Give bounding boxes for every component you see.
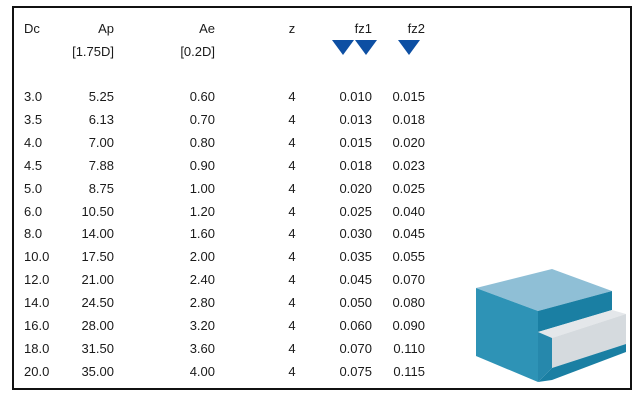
- table-cell-ae: 2.00: [189, 249, 215, 265]
- table-cell-dc: 20.0: [24, 363, 50, 379]
- table-cell-ae: 0.60: [189, 89, 215, 104]
- table-cell-fz2: 0.110: [393, 340, 425, 356]
- block-front-face: [476, 288, 538, 382]
- down-triangle-icon: [355, 40, 377, 55]
- table-cell-dc: 10.0: [24, 249, 50, 265]
- table-cell-fz2: 0.115: [393, 363, 425, 379]
- header-fz1: fz1: [354, 21, 372, 36]
- header-ap: Ap: [98, 21, 114, 36]
- header-fz2: fz2: [407, 21, 425, 36]
- table-cell-ap: 28.00: [81, 318, 114, 333]
- table-cell-fz2: 0.080: [392, 295, 425, 311]
- table-cell-ap: 6.13: [88, 111, 114, 127]
- table-cell-dc: 14.0: [24, 295, 50, 311]
- step-riser-face: [552, 314, 626, 368]
- table-cell-dc: 12.0: [24, 272, 50, 288]
- table-cell-fz2: 0.055: [392, 249, 425, 265]
- table-cell-fz2: 0.090: [392, 318, 425, 333]
- table-cell-fz1: 0.045: [339, 272, 372, 288]
- table-cell-ae: 1.60: [189, 226, 215, 242]
- table-cell-ae: 4.00: [189, 363, 215, 379]
- table-cell-z: 4: [288, 111, 296, 127]
- table-cell-z: 4: [288, 318, 296, 333]
- table-cell-ap: 35.00: [81, 363, 114, 379]
- table-cell-dc: 8.0: [24, 226, 43, 242]
- table-cell-dc: 6.0: [24, 203, 43, 219]
- table-cell-fz1: 0.025: [339, 203, 372, 219]
- table-cell-dc: 18.0: [24, 340, 50, 356]
- table-cell-ae: 0.70: [189, 111, 215, 127]
- table-cell-ap: 8.75: [88, 180, 114, 196]
- table-cell-z: 4: [288, 89, 296, 104]
- table-cell-ae: 1.00: [189, 180, 215, 196]
- table-cell-ae: 2.40: [189, 272, 215, 288]
- table-cell-fz2: 0.040: [392, 203, 425, 219]
- block-base-edge: [538, 344, 626, 382]
- header-dc: Dc: [24, 21, 40, 36]
- table-cell-ae: 0.90: [189, 157, 215, 173]
- table-cell-dc: 3.5: [24, 111, 43, 127]
- table-cell-ae: 0.80: [189, 134, 215, 150]
- table-cell-ap: 5.25: [88, 89, 114, 104]
- table-cell-fz2: 0.023: [392, 157, 425, 173]
- table-cell-fz1: 0.070: [339, 340, 372, 356]
- table-cell-z: 4: [288, 226, 296, 242]
- table-cell-dc: 16.0: [24, 318, 50, 333]
- table-cell-z: 4: [288, 340, 296, 356]
- table-cell-fz1: 0.018: [339, 157, 372, 173]
- table-cell-z: 4: [288, 295, 296, 311]
- stepped-block-illustration: [476, 269, 626, 382]
- table-cell-dc: 4.0: [24, 134, 43, 150]
- table-cell-ap: 14.00: [81, 226, 114, 242]
- table-cell-z: 4: [288, 180, 296, 196]
- down-triangle-icon: [398, 40, 420, 55]
- header-z: z: [288, 21, 296, 36]
- block-step-wall: [538, 291, 612, 332]
- table-cell-fz1: 0.060: [339, 318, 372, 333]
- table-cell-fz1: 0.010: [339, 89, 372, 104]
- table-cell-ae: 1.20: [189, 203, 215, 219]
- table-cell-fz1: 0.030: [339, 226, 372, 242]
- down-triangle-icon: [332, 40, 354, 55]
- table-cell-fz1: 0.013: [339, 111, 372, 127]
- table-cell-fz1: 0.050: [339, 295, 372, 311]
- table-cell-ap: 24.50: [81, 295, 114, 311]
- table-cell-z: 4: [288, 363, 296, 379]
- table-cell-fz2: 0.015: [392, 89, 425, 104]
- header-ap-formula: [1.75D]: [72, 44, 114, 59]
- header-ae: Ae: [199, 21, 215, 36]
- table-cell-ap: 7.88: [88, 157, 114, 173]
- table-cell-ap: 21.00: [81, 272, 114, 288]
- table-cell-z: 4: [288, 157, 296, 173]
- table-cell-fz2: 0.045: [392, 226, 425, 242]
- table-cell-ap: 17.50: [81, 249, 114, 265]
- step-cut-face: [538, 310, 626, 338]
- table-cell-dc: 3.0: [24, 89, 43, 104]
- table-cell-fz1: 0.035: [339, 249, 372, 265]
- table-cell-ae: 2.80: [189, 295, 215, 311]
- block-top-face: [476, 269, 612, 311]
- table-cell-ae: 3.60: [189, 340, 215, 356]
- table-cell-z: 4: [288, 134, 296, 150]
- table-cell-ae: 3.20: [189, 318, 215, 333]
- table-cell-fz2: 0.070: [392, 272, 425, 288]
- header-ae-formula: [0.2D]: [180, 44, 215, 59]
- table-cell-fz2: 0.025: [392, 180, 425, 196]
- table-cell-fz1: 0.020: [339, 180, 372, 196]
- cutting-data-table: Dc Ap [1.75D] Ae [0.2D] z fz1 fz2 3.0 5.2…: [12, 6, 632, 390]
- table-cell-fz1: 0.075: [339, 363, 372, 379]
- table-cell-fz2: 0.018: [392, 111, 425, 127]
- table-cell-dc: 4.5: [24, 157, 43, 173]
- table-cell-dc: 5.0: [24, 180, 43, 196]
- table-cell-ap: 7.00: [88, 134, 114, 150]
- table-cell-z: 4: [288, 203, 296, 219]
- block-lower-face: [538, 332, 552, 382]
- table-cell-z: 4: [288, 249, 296, 265]
- table-cell-fz2: 0.020: [392, 134, 425, 150]
- table-cell-z: 4: [288, 272, 296, 288]
- table-cell-fz1: 0.015: [339, 134, 372, 150]
- table-cell-ap: 31.50: [81, 340, 114, 356]
- table-cell-ap: 10.50: [81, 203, 114, 219]
